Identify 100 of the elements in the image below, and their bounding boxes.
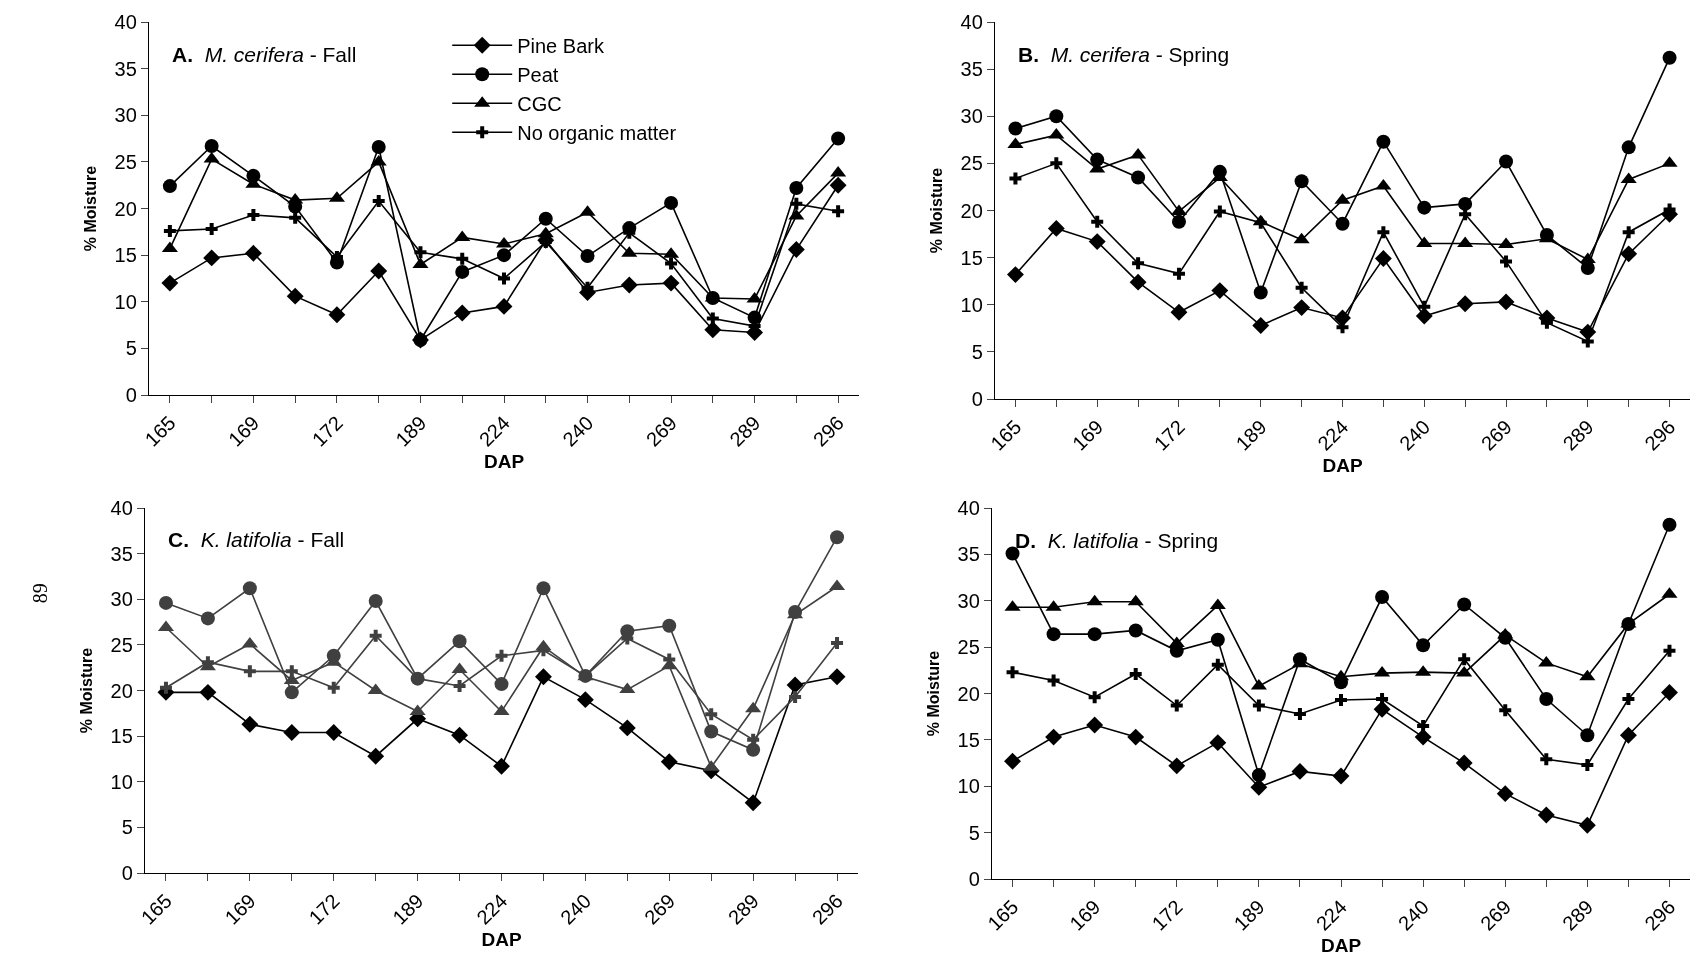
point — [1211, 282, 1229, 300]
point — [413, 332, 428, 347]
point — [371, 139, 386, 154]
point — [1005, 546, 1020, 561]
point — [1295, 281, 1308, 294]
x-tick-label: 269 — [1475, 895, 1516, 935]
point — [1622, 693, 1635, 706]
point — [1375, 178, 1392, 190]
y-tick-label: 25 — [114, 150, 137, 173]
point — [1127, 594, 1144, 606]
point — [1580, 728, 1595, 743]
y-tick-label: 5 — [971, 340, 983, 363]
point — [456, 252, 469, 265]
y-tick-label: 10 — [957, 775, 980, 798]
point — [452, 634, 467, 649]
y-axis-title: % Moisture — [924, 650, 942, 737]
y-tick-label: 25 — [110, 633, 133, 656]
y-tick-label: 35 — [957, 543, 980, 566]
point — [1050, 157, 1063, 170]
y-tick-label: 20 — [957, 682, 980, 705]
point — [204, 139, 219, 154]
x-tick-label: 189 — [391, 411, 431, 451]
x-tick-label: 269 — [640, 889, 680, 929]
point — [1045, 728, 1063, 746]
x-tick-label: 172 — [307, 411, 347, 451]
y-tick-label: 5 — [121, 816, 133, 839]
x-tick-label: 169 — [1065, 895, 1105, 935]
point — [1540, 753, 1553, 766]
point — [1496, 785, 1514, 803]
point — [455, 264, 470, 279]
y-tick-label: 20 — [110, 679, 133, 702]
point — [1578, 816, 1596, 834]
text: B. M. cerifera - Spring — [1018, 43, 1230, 66]
y-tick-label: 35 — [110, 542, 133, 565]
point — [1500, 255, 1513, 268]
x-tick-label: 240 — [558, 411, 598, 451]
point — [1416, 638, 1431, 653]
point — [662, 274, 680, 292]
point — [1291, 762, 1309, 780]
point — [664, 195, 679, 210]
point — [786, 676, 804, 694]
y-tick-label: 0 — [121, 862, 133, 884]
point — [831, 637, 844, 650]
y-tick-label: 40 — [957, 497, 980, 519]
point — [618, 719, 636, 737]
point — [1253, 285, 1268, 300]
x-axis-title: DAP — [481, 928, 522, 950]
point — [830, 530, 845, 545]
point — [241, 715, 259, 733]
point — [1170, 699, 1183, 712]
point — [414, 246, 427, 259]
point — [244, 244, 262, 262]
point — [1007, 137, 1024, 149]
point — [1091, 215, 1104, 228]
point — [1621, 140, 1636, 155]
x-axis-title: DAP — [1322, 454, 1363, 476]
point — [537, 226, 554, 238]
point — [370, 262, 388, 280]
point — [1538, 655, 1555, 667]
point — [1581, 758, 1594, 771]
y-tick-label: 20 — [114, 197, 137, 220]
y-tick-label: 5 — [125, 337, 137, 360]
y-tick-label: 10 — [110, 770, 133, 793]
x-tick-label: 269 — [1476, 415, 1516, 455]
y-tick-label: 15 — [957, 728, 980, 751]
point — [745, 701, 762, 713]
x-axis-title: DAP — [1320, 934, 1362, 956]
point — [1046, 627, 1061, 642]
point — [746, 742, 761, 757]
x-tick-label: 296 — [1640, 415, 1680, 455]
x-tick-label: 240 — [1393, 895, 1434, 935]
point — [369, 629, 382, 642]
point — [619, 682, 636, 694]
y-tick-label: 5 — [968, 821, 980, 844]
point — [1497, 293, 1515, 311]
point — [243, 665, 256, 678]
point — [199, 683, 217, 701]
point — [1375, 590, 1390, 605]
x-tick-label: 189 — [1231, 415, 1271, 455]
point — [1130, 147, 1147, 159]
point — [1457, 597, 1472, 612]
x-tick-label: 289 — [725, 411, 765, 451]
y-tick-label: 30 — [957, 589, 980, 612]
y-tick-label: 10 — [960, 293, 983, 316]
point — [494, 677, 509, 692]
point — [284, 685, 299, 700]
x-tick-label: 269 — [641, 411, 681, 451]
point — [787, 241, 805, 258]
point — [1128, 623, 1143, 638]
point — [493, 757, 510, 775]
point — [1086, 594, 1103, 606]
x-tick-label: 169 — [220, 889, 260, 929]
point — [662, 618, 677, 633]
point — [451, 726, 469, 744]
point — [242, 581, 257, 596]
x-tick-label: 165 — [140, 411, 180, 451]
point — [1458, 653, 1471, 666]
y-tick-label: 15 — [960, 246, 983, 269]
point — [159, 681, 172, 694]
point — [1373, 700, 1391, 718]
